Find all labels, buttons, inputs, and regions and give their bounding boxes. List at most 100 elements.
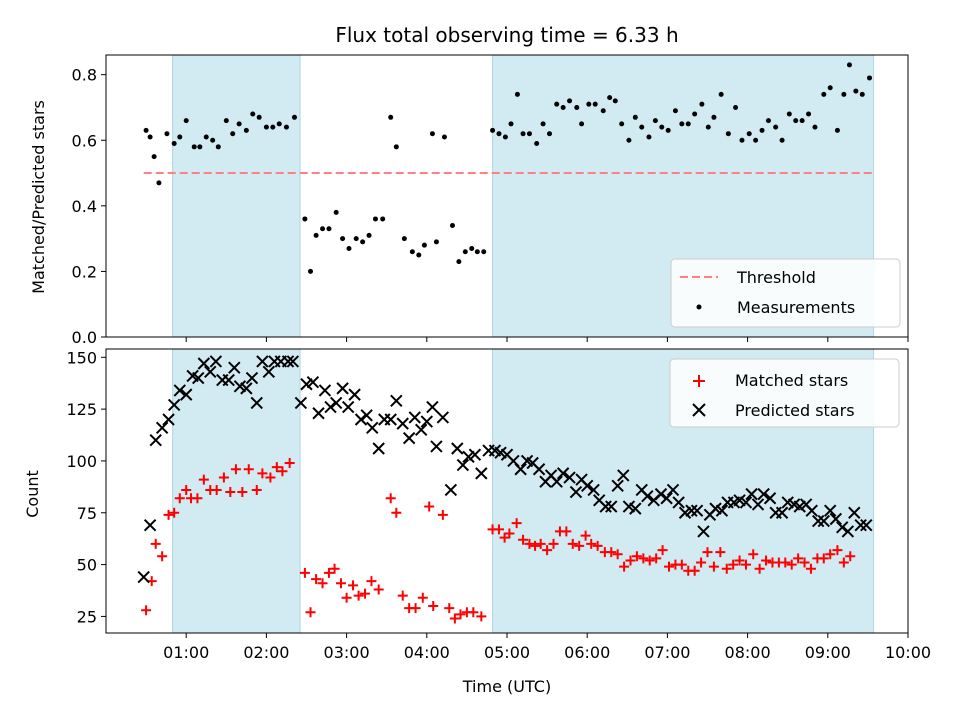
measurements-point xyxy=(827,85,833,91)
matched-stars-point xyxy=(150,538,161,549)
predicted-stars-point xyxy=(222,373,235,387)
matched-stars-point xyxy=(437,509,448,520)
predicted-stars-point xyxy=(444,483,458,497)
matched-stars-point xyxy=(468,607,479,618)
matched-stars-point xyxy=(385,493,396,504)
measurements-point xyxy=(183,118,189,124)
matched-stars-point xyxy=(664,561,675,572)
top-panel-title: Flux total observing time = 6.33 h xyxy=(335,23,678,47)
measurements-point xyxy=(340,236,346,242)
measurements-point xyxy=(313,232,319,238)
matched-stars-point xyxy=(410,603,421,614)
measurements-point xyxy=(291,114,297,120)
matched-stars-point xyxy=(567,538,578,549)
measurements-point xyxy=(540,121,546,127)
predicted-stars-point xyxy=(306,375,320,389)
predicted-stars-point xyxy=(281,355,295,368)
matched-stars-point xyxy=(793,553,804,564)
predicted-stars-point xyxy=(155,421,169,434)
predicted-stars-point xyxy=(848,506,861,519)
measurements-point xyxy=(759,127,765,133)
measurements-point xyxy=(786,111,792,117)
measurements-point xyxy=(366,232,372,238)
threshold-legend-label: Threshold xyxy=(736,268,816,287)
matched-stars-point xyxy=(428,601,439,612)
predicted-stars-point xyxy=(841,525,855,538)
measurements-point xyxy=(156,180,162,186)
bottom-y-tick-label: 100 xyxy=(66,452,97,471)
predicted-stars-point xyxy=(430,440,443,453)
predicted-stars-point xyxy=(256,355,269,368)
matched-stars-point xyxy=(157,551,168,562)
matched-stars-point xyxy=(493,524,504,535)
predicted-stars-point xyxy=(817,514,830,528)
matched-stars-point xyxy=(271,462,282,473)
matched-stars-point xyxy=(838,557,849,568)
measurements-point xyxy=(846,62,852,68)
measurements-point xyxy=(236,121,242,127)
matched-stars-point xyxy=(366,576,377,587)
measurements-point xyxy=(320,226,326,232)
matched-stars-point xyxy=(198,474,209,485)
measurements-point xyxy=(659,124,665,130)
measurements-point xyxy=(746,131,752,137)
predicted-stars-point xyxy=(550,475,563,488)
matched-stars-point xyxy=(348,580,359,591)
matched-stars-point xyxy=(651,553,662,564)
measurements-point xyxy=(393,144,399,150)
predicted-stars-point xyxy=(192,371,205,385)
measurements-point xyxy=(469,245,475,251)
matched-stars-point xyxy=(360,588,371,599)
matched-stars-point xyxy=(251,484,262,495)
predicted-stars-point xyxy=(805,504,818,517)
x-tick-label: 08:00 xyxy=(725,643,771,662)
predicted-stars-point xyxy=(245,371,259,385)
predicted-stars-point xyxy=(149,434,162,447)
measurements-point xyxy=(685,121,691,127)
measurements-point xyxy=(421,242,427,248)
measurements-point xyxy=(799,118,805,124)
predicted-stars-point xyxy=(475,467,488,480)
measurements-point xyxy=(449,223,455,229)
matched-stars-point xyxy=(444,603,455,614)
matched-stars-point xyxy=(761,555,772,566)
predicted-stars-point xyxy=(456,458,470,472)
matched-stars-point xyxy=(542,545,553,556)
bottom-panel-y-axis-label: Count xyxy=(23,470,42,518)
predicted-stars-point xyxy=(660,492,673,505)
bottom-panel-legend: Matched stars Predicted stars xyxy=(669,358,900,428)
predicted-stars-point xyxy=(690,504,704,517)
predicted-stars-point xyxy=(426,400,439,414)
matched-stars-point xyxy=(580,530,591,541)
measurements-point xyxy=(177,134,183,140)
top-panel-legend: Threshold Measurements xyxy=(670,258,901,328)
measurements-point xyxy=(372,216,378,222)
measurements-point xyxy=(867,75,873,81)
matched-stars-point xyxy=(740,559,751,570)
measurements-point xyxy=(547,131,553,137)
predicted-stars-point xyxy=(294,396,308,410)
measurements-point xyxy=(619,121,625,127)
predicted-stars-point xyxy=(312,407,325,420)
predicted-stars-point xyxy=(757,487,770,501)
predicted-stars-point xyxy=(514,463,527,476)
bottom-y-tick-label: 150 xyxy=(66,348,97,367)
measurements-point xyxy=(143,127,149,133)
matched-stars-point xyxy=(696,557,707,568)
measurements-point xyxy=(646,134,652,140)
measurements-point xyxy=(456,259,462,265)
matched-stars-point xyxy=(476,611,487,622)
top-y-tick-label: 0.0 xyxy=(72,328,97,347)
x-tick-label: 02:00 xyxy=(243,643,289,662)
measurements-point xyxy=(834,127,840,133)
matched-stars-point xyxy=(676,559,687,570)
predicted-stars-point xyxy=(823,504,837,517)
measurements-point xyxy=(520,131,526,137)
x-axis-label: Time (UTC) xyxy=(462,677,551,696)
predicted-stars-point xyxy=(162,413,175,426)
predicted-stars-point xyxy=(580,479,594,493)
matched-stars-point xyxy=(832,545,843,556)
top-y-tick-label: 0.2 xyxy=(72,262,97,281)
measurements-point xyxy=(600,108,606,114)
predicted-stars-point xyxy=(348,388,361,401)
